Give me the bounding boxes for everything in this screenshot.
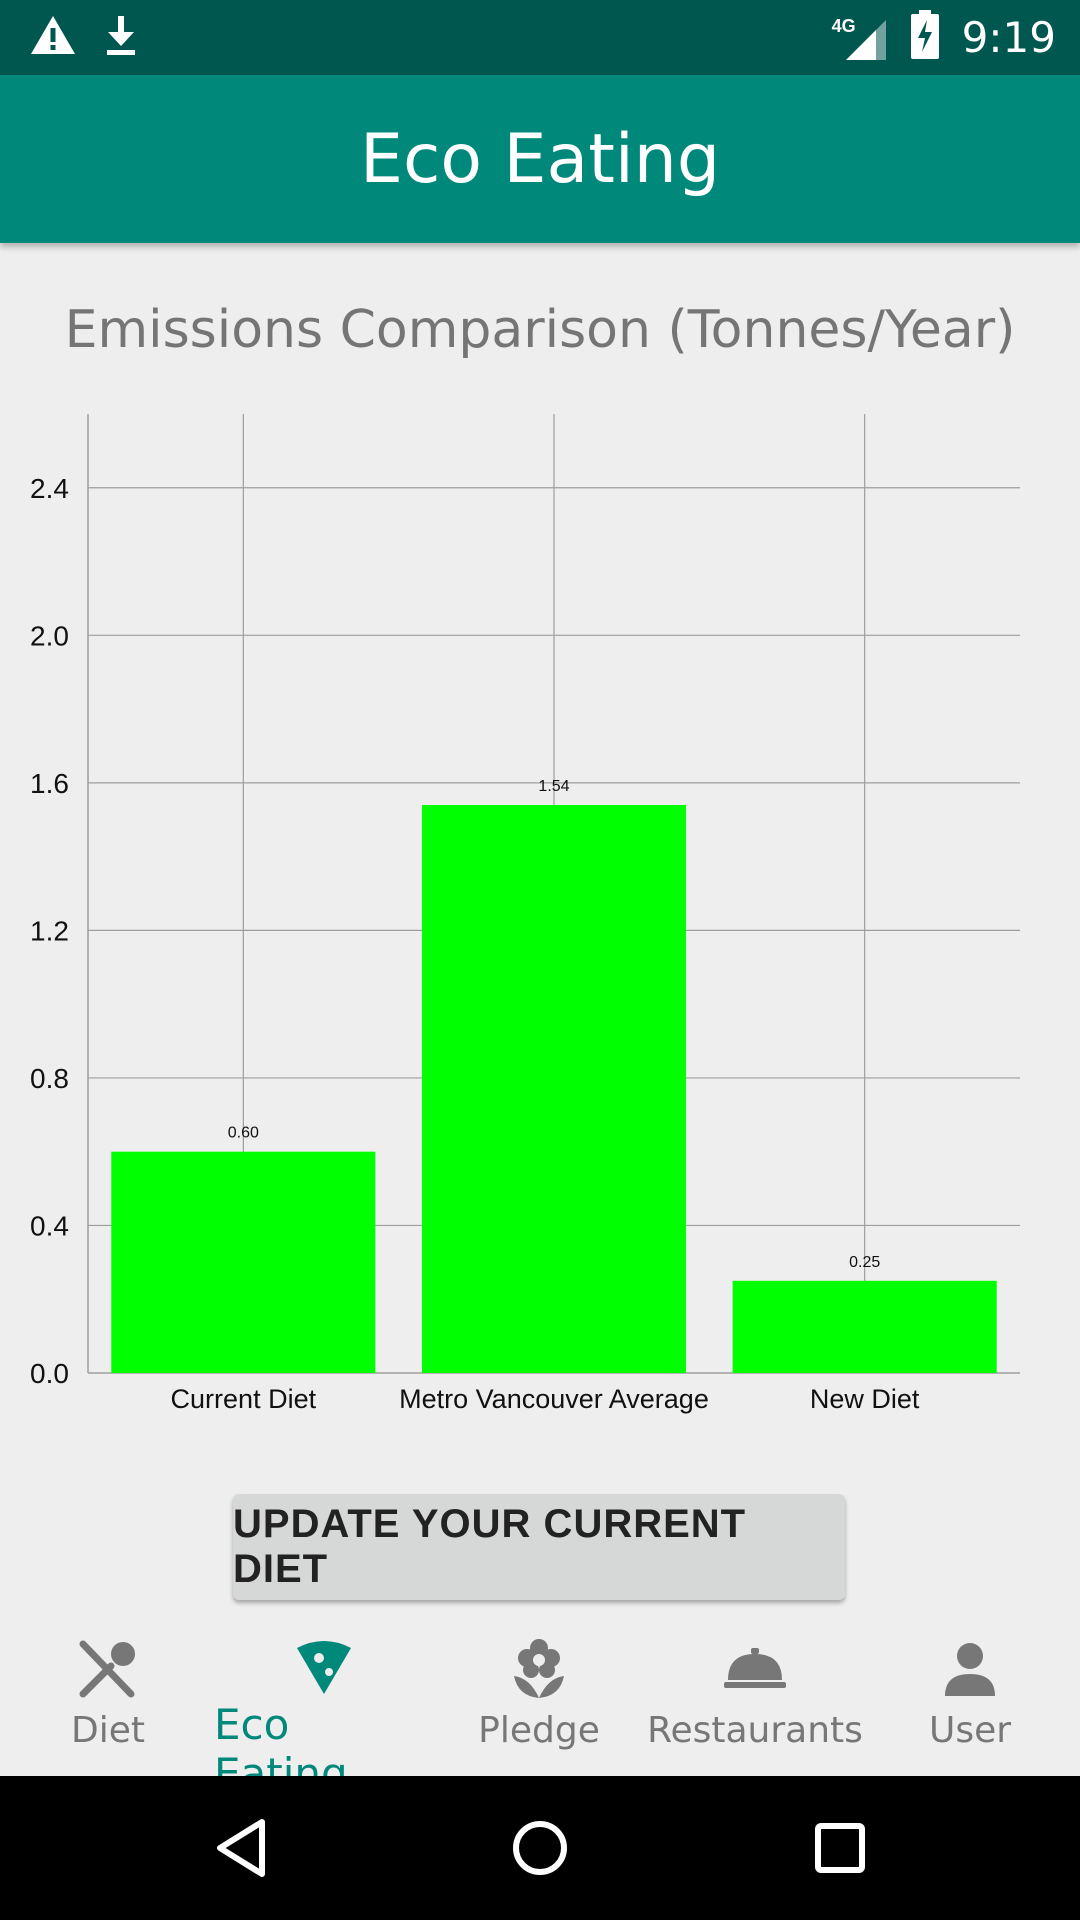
emissions-bar-chart: 0.0 0.4 0.8 1.2 1.6 2.0 2.4 0.60 Current Diet 1.5…	[30, 414, 1020, 1414]
nav-item-user[interactable]: User	[910, 1612, 1030, 1776]
warning-icon	[30, 14, 76, 61]
nav-label: User	[928, 1710, 1012, 1751]
person-icon	[943, 1638, 997, 1700]
utensils-icon	[77, 1638, 139, 1700]
y-tick-label: 0.8	[30, 1063, 69, 1094]
y-tick-label: 0.4	[30, 1210, 69, 1241]
chart-title: Emissions Comparison (Tonnes/Year)	[64, 300, 1016, 360]
back-icon[interactable]	[214, 1816, 268, 1885]
page-title: Eco Eating	[359, 119, 721, 199]
x-tick-label: Metro Vancouver Average	[399, 1384, 709, 1414]
bottom-navigation: Diet Eco Eating Pledge	[0, 1612, 1080, 1798]
update-diet-button[interactable]: UPDATE YOUR CURRENT DIET	[233, 1494, 845, 1600]
data-label: 1.54	[538, 778, 569, 795]
bar-1	[111, 1151, 376, 1373]
signal-icon: 4G	[832, 14, 888, 62]
nav-item-pledge[interactable]: Pledge	[474, 1612, 604, 1776]
status-bar: 4G 9:19	[0, 0, 1080, 75]
nav-label: Diet	[71, 1710, 145, 1751]
bar-3	[732, 1280, 997, 1373]
y-tick-label: 1.6	[30, 768, 69, 799]
data-label: 0.60	[228, 1125, 259, 1142]
network-type-label: 4G	[831, 15, 856, 36]
pizza-slice-icon	[295, 1638, 353, 1696]
nav-item-restaurants[interactable]: Restaurants	[647, 1612, 863, 1776]
y-tick-label: 1.2	[30, 915, 69, 946]
battery-charging-icon	[910, 10, 940, 65]
nav-label: Restaurants	[647, 1710, 863, 1751]
cloche-icon	[724, 1638, 786, 1700]
clock: 9:19	[961, 13, 1056, 62]
system-navigation-bar	[0, 1776, 1080, 1920]
y-tick-label: 0.0	[30, 1358, 69, 1389]
bar-2	[421, 804, 687, 1373]
app-bar: Eco Eating	[0, 75, 1080, 243]
flower-icon	[510, 1638, 568, 1700]
download-icon	[104, 14, 138, 61]
recents-icon[interactable]	[814, 1816, 866, 1885]
x-tick-label: New Diet	[810, 1384, 920, 1414]
data-label: 0.25	[849, 1254, 880, 1271]
nav-label: Pledge	[478, 1710, 600, 1751]
y-tick-label: 2.0	[30, 620, 69, 651]
home-icon[interactable]	[512, 1816, 568, 1885]
nav-item-eco-eating[interactable]: Eco Eating	[214, 1612, 434, 1798]
nav-item-diet[interactable]: Diet	[48, 1612, 168, 1776]
y-tick-label: 2.4	[30, 473, 69, 504]
x-tick-label: Current Diet	[171, 1384, 317, 1414]
